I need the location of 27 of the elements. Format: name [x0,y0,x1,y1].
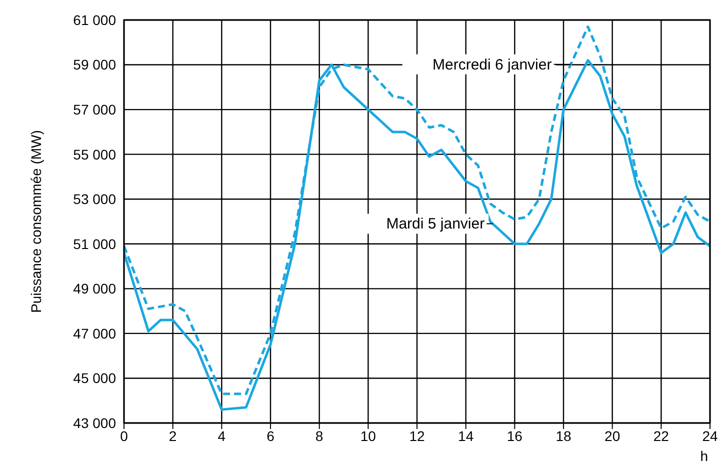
y-tick-label: 43 000 [73,414,116,431]
x-axis-title: h [700,448,708,464]
y-tick-label: 49 000 [73,280,116,297]
x-tick-label: 2 [168,428,177,444]
x-tick-label: 8 [315,428,324,444]
x-tick-label: 10 [360,428,376,444]
x-tick-label: 6 [266,428,275,444]
x-tick-label: 14 [458,428,474,444]
series-label: Mercredi 6 janvier [432,56,552,74]
y-tick-label: 57 000 [73,102,116,118]
y-tick-label: 45 000 [73,370,116,386]
x-tick-label: 24 [702,428,718,444]
y-tick-label: 51 000 [73,236,116,252]
y-tick-label: 47 000 [73,325,116,342]
y-axis-title: Puissance consommée (MW) [28,130,44,313]
x-tick-label: 18 [556,428,572,444]
y-tick-label: 55 000 [73,146,116,162]
x-tick-label: 22 [653,428,670,444]
y-tick-label: 53 000 [73,191,116,208]
y-tick-label: 61 000 [73,12,116,28]
x-tick-label: 16 [506,428,523,444]
series-label: Mardi 5 janvier [386,216,485,233]
y-tick-label: 59 000 [73,56,116,73]
x-tick-label: 4 [218,428,226,444]
x-tick-label: 20 [604,428,620,444]
x-tick-label: 12 [409,428,425,444]
x-tick-label: 0 [120,428,128,444]
